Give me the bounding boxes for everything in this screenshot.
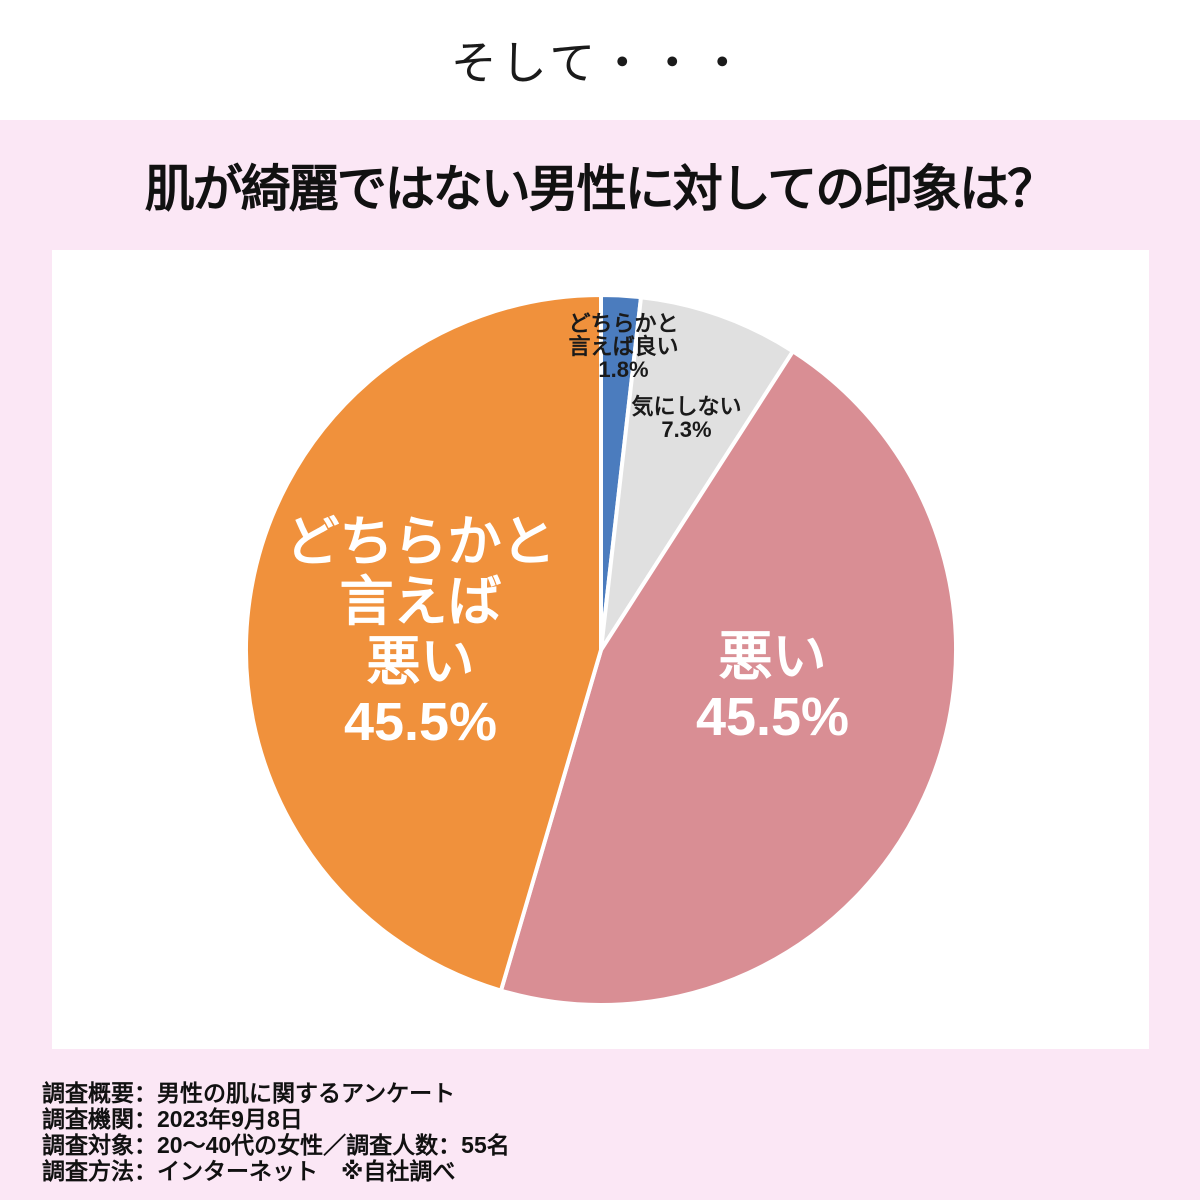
pie-slice-1 <box>598 295 795 652</box>
question-title: 肌が綺麗ではない男性に対しての印象は？ <box>144 161 1058 217</box>
slice-label-line: 悪い <box>366 632 475 692</box>
pie-slice-2 <box>498 349 958 1007</box>
survey-section: 肌が綺麗ではない男性に対しての印象は？ どちらかと 言えば良い 1.8% 気にし… <box>0 120 1200 1200</box>
survey-detail-line: 調査方法：インターネット ※自社調べ <box>42 1158 456 1184</box>
slice-label-bad: 悪い 45.5% <box>696 627 849 747</box>
pie-chart <box>243 292 958 1007</box>
page-header: そして・・・ <box>0 0 1200 120</box>
slice-label-line: 言えば良い <box>568 334 679 359</box>
slice-label-line: 悪い <box>718 627 827 687</box>
survey-detail-line: 調査概要：男性の肌に関するアンケート <box>42 1080 456 1106</box>
slice-label-dont-care: 気にしない 7.3% <box>631 395 741 441</box>
survey-detail-line: 調査機関：2023年9月8日 <box>42 1106 303 1132</box>
slice-label-value: 45.5% <box>695 687 850 747</box>
slice-label-line: 言えば <box>339 572 502 632</box>
pie-chart-container: どちらかと 言えば良い 1.8% 気にしない 7.3% 悪い 45.5% どちら… <box>51 250 1149 1049</box>
slice-label-line: どちらかと <box>285 512 556 572</box>
slice-label-value: 45.5% <box>343 692 498 752</box>
survey-details: 調査概要：男性の肌に関するアンケート 調査機関：2023年9月8日 調査対象：2… <box>0 1049 1200 1184</box>
slice-label-line: 気にしない <box>631 394 742 419</box>
slice-label-value: 7.3% <box>661 417 712 442</box>
slice-label-rather-bad: どちらかと 言えば 悪い 45.5% <box>286 512 556 752</box>
pie-slice-3 <box>243 293 603 993</box>
survey-detail-line: 調査対象：20〜40代の女性／調査人数：55名 <box>42 1132 510 1158</box>
slice-label-line: どちらかと <box>568 311 679 336</box>
slice-label-value: 1.8% <box>598 357 649 382</box>
top-title: そして・・・ <box>450 37 750 89</box>
slice-label-rather-good: どちらかと 言えば良い 1.8% <box>568 312 678 381</box>
